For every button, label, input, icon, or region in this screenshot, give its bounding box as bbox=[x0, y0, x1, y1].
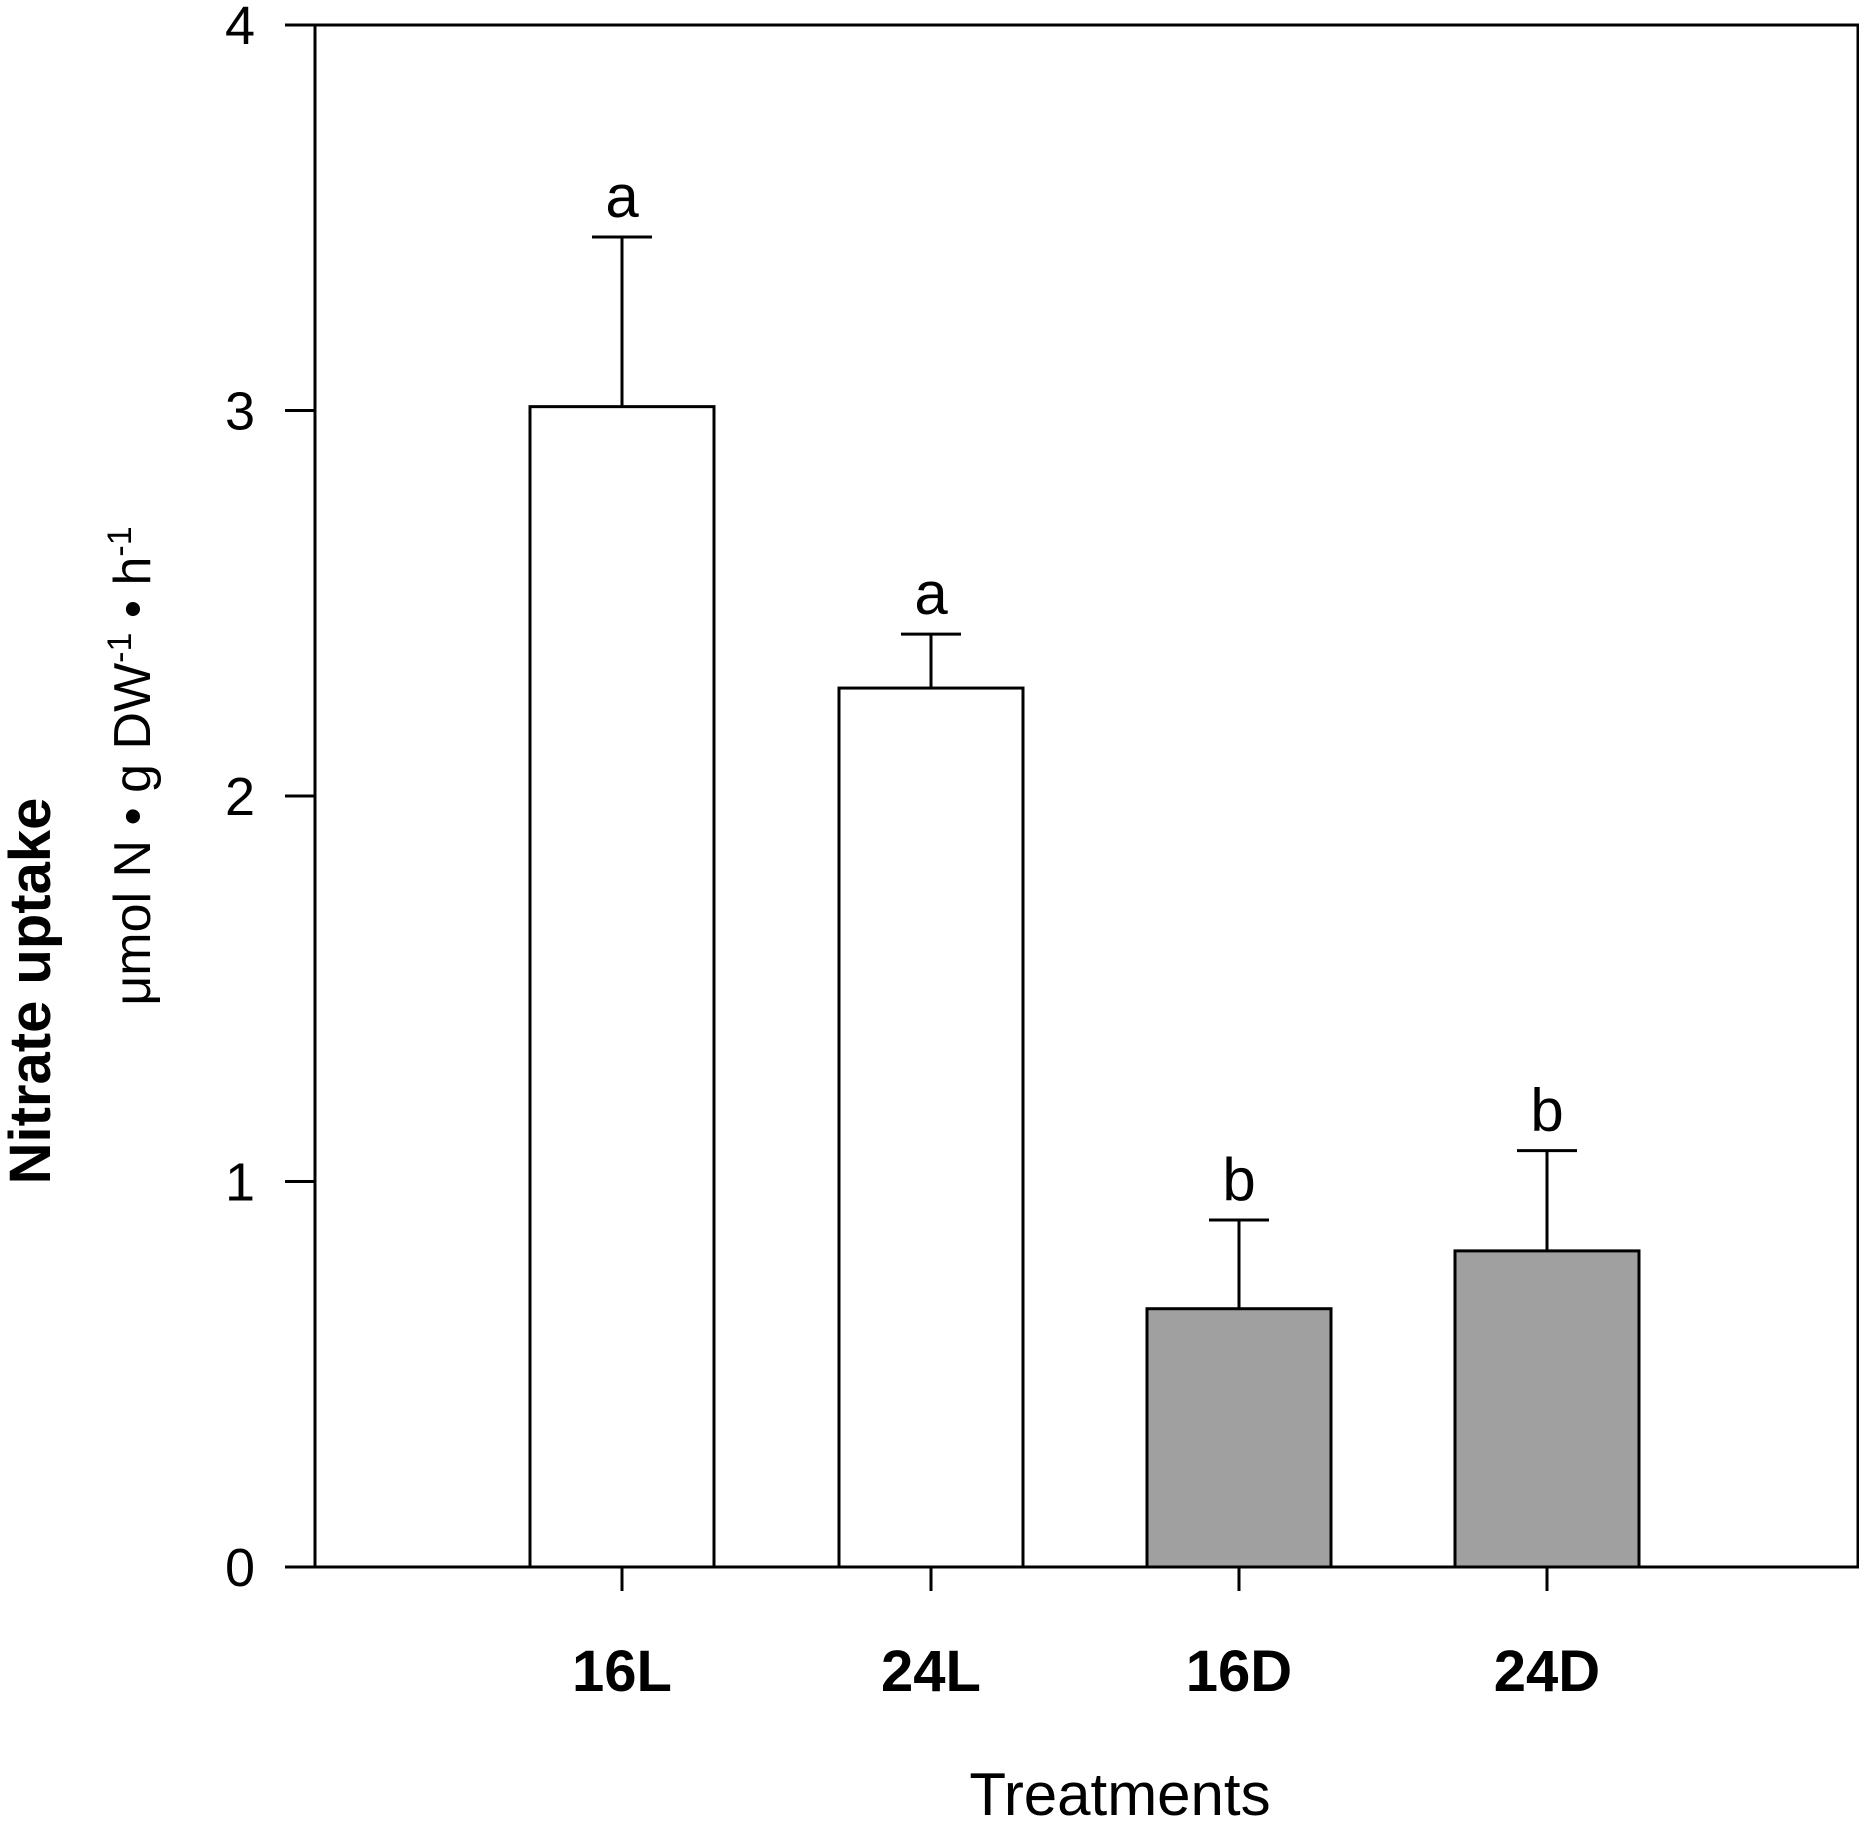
plot-area: 0 1 2 3 4 a 16L a 24L b 16D b 24D bbox=[225, 0, 1859, 1704]
x-tick-label-24d: 24D bbox=[1494, 1639, 1600, 1704]
y-axis-unit-middle: • h bbox=[104, 557, 162, 633]
bar-24d bbox=[1453, 1249, 1641, 1569]
x-tick-label-24l: 24L bbox=[881, 1639, 981, 1704]
y-axis-unit-prefix: μmol N • g DW bbox=[104, 663, 162, 1006]
y-tick-label-3: 3 bbox=[225, 382, 255, 442]
significance-label-24l: a bbox=[914, 560, 948, 627]
significance-label-24d: b bbox=[1530, 1077, 1563, 1144]
y-tick-label-0: 0 bbox=[225, 1538, 255, 1598]
significance-label-16l: a bbox=[605, 163, 639, 230]
x-axis-title: Treatments bbox=[969, 1761, 1270, 1828]
significance-label-16d: b bbox=[1222, 1146, 1255, 1213]
bar-16d bbox=[1145, 1307, 1333, 1569]
y-tick-label-2: 2 bbox=[225, 767, 255, 827]
x-tick-label-16l: 16L bbox=[572, 1639, 672, 1704]
y-tick-label-1: 1 bbox=[225, 1153, 255, 1213]
y-axis-title-unit: μmol N • g DW-1 • h-1 bbox=[101, 526, 162, 1005]
y-tick-label-4: 4 bbox=[225, 0, 255, 56]
y-axis-unit-sup1: -1 bbox=[101, 633, 139, 663]
y-axis-title: Nitrate uptake μmol N • g DW-1 • h-1 bbox=[0, 526, 162, 1184]
bar-16l bbox=[528, 405, 716, 1569]
bar-24l bbox=[837, 686, 1025, 1569]
y-axis-title-main: Nitrate uptake bbox=[0, 798, 63, 1185]
y-axis-unit-sup2: -1 bbox=[101, 526, 139, 556]
x-tick-label-16d: 16D bbox=[1186, 1639, 1292, 1704]
